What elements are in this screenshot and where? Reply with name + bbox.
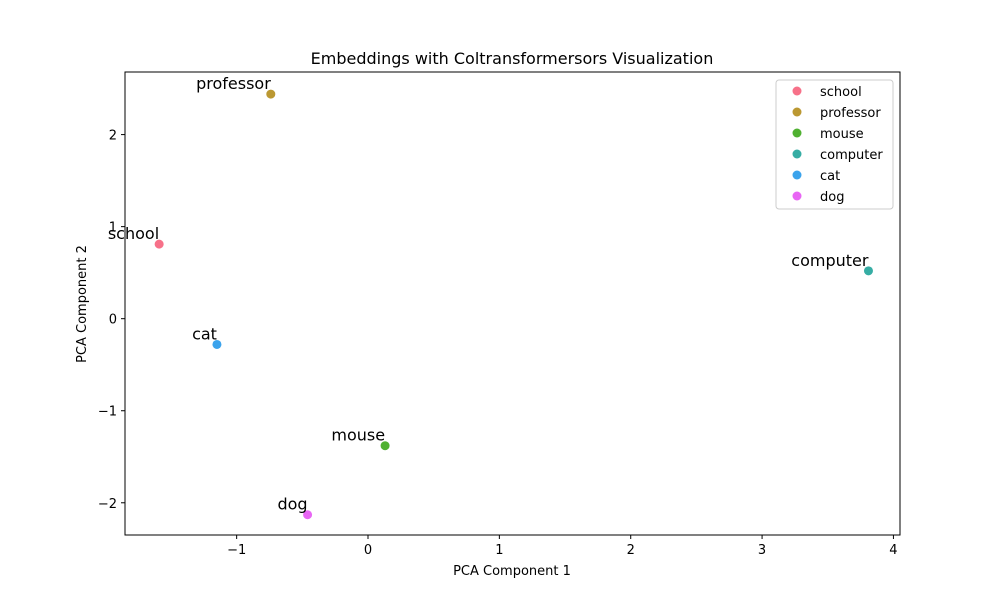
x-axis-label: PCA Component 1 bbox=[453, 564, 571, 579]
legend-marker-dog bbox=[792, 191, 802, 201]
x-tick-label: 2 bbox=[627, 543, 635, 558]
data-point-school bbox=[154, 239, 164, 249]
data-point-professor bbox=[266, 89, 276, 99]
y-tick-label: −1 bbox=[98, 405, 117, 420]
point-labels: school professor mouse computer cat dog bbox=[108, 74, 869, 514]
axis-ticks: −1 0 1 2 3 4 −2 −1 0 1 2 bbox=[98, 129, 898, 558]
legend-label-professor: professor bbox=[820, 106, 881, 121]
point-label-professor: professor bbox=[196, 74, 271, 93]
legend-marker-cat bbox=[792, 170, 802, 180]
legend-box bbox=[775, 79, 894, 210]
x-tick-label: 3 bbox=[758, 543, 766, 558]
legend-label-dog: dog bbox=[820, 190, 844, 205]
point-label-cat: cat bbox=[192, 324, 217, 343]
y-tick-label: 2 bbox=[109, 129, 117, 144]
point-label-computer: computer bbox=[791, 251, 869, 270]
data-points bbox=[154, 89, 873, 520]
x-tick-label: 0 bbox=[364, 543, 372, 558]
legend-marker-mouse bbox=[792, 128, 802, 138]
legend-marker-professor bbox=[792, 107, 802, 117]
legend-label-computer: computer bbox=[820, 148, 883, 163]
point-label-school: school bbox=[108, 224, 159, 243]
y-tick-label: 1 bbox=[109, 221, 117, 236]
x-tick-label: 4 bbox=[889, 543, 897, 558]
legend-label-school: school bbox=[820, 85, 862, 100]
legend: school professor mouse computer cat dog bbox=[775, 79, 894, 210]
data-point-mouse bbox=[380, 441, 390, 451]
x-tick-label: −1 bbox=[227, 543, 246, 558]
y-tick-label: 0 bbox=[109, 313, 117, 328]
plot-area bbox=[124, 71, 901, 536]
x-tick-label: 1 bbox=[495, 543, 503, 558]
legend-label-mouse: mouse bbox=[820, 127, 864, 142]
data-point-dog bbox=[303, 510, 313, 520]
y-tick-label: −2 bbox=[98, 497, 117, 512]
point-label-mouse: mouse bbox=[331, 426, 385, 445]
point-label-dog: dog bbox=[277, 495, 307, 514]
y-axis-label: PCA Component 2 bbox=[75, 245, 90, 363]
chart-title: Embeddings with Coltransformersors Visua… bbox=[311, 49, 714, 68]
data-point-computer bbox=[863, 266, 873, 276]
legend-marker-computer bbox=[792, 149, 802, 159]
data-point-cat bbox=[212, 339, 222, 349]
legend-marker-school bbox=[792, 86, 802, 96]
legend-label-cat: cat bbox=[820, 169, 840, 184]
